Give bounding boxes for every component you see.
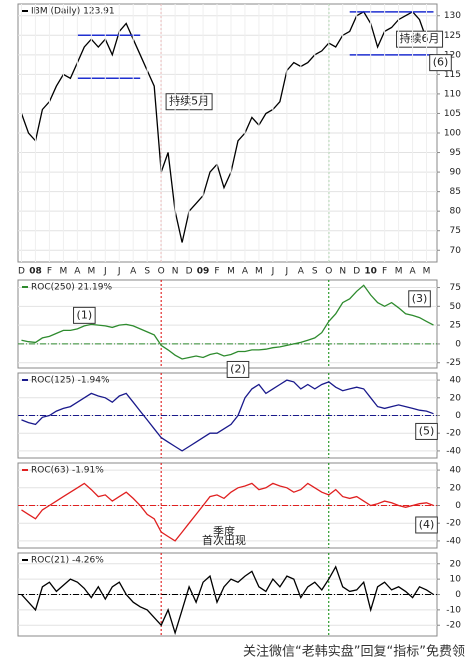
panel-title: IBM (Daily) 123.91: [31, 7, 115, 17]
panel-title: ROC(250) 21.19%: [31, 283, 112, 293]
annotation: (2): [230, 362, 246, 375]
y-tick-label: 130: [444, 11, 461, 21]
y-tick-label: 105: [444, 109, 461, 119]
y-tick-label: 0: [455, 501, 461, 511]
x-tick-label: J: [117, 267, 121, 277]
x-tick-label: M: [60, 267, 68, 277]
y-tick-label: 20: [450, 559, 462, 569]
x-tick-label: J: [103, 267, 107, 277]
line-series: [21, 482, 434, 542]
x-tick-label: M: [423, 267, 431, 277]
y-tick-label: 0: [455, 339, 461, 349]
x-tick-label: 09: [197, 267, 210, 277]
y-tick-label: 10: [450, 575, 462, 585]
x-tick-label: J: [271, 267, 275, 277]
y-tick-label: 80: [450, 207, 462, 217]
x-tick-label: M: [227, 267, 235, 277]
y-tick-label: 75: [450, 283, 461, 293]
panel-frame: [17, 279, 438, 369]
y-tick-label: 40: [450, 466, 462, 476]
x-tick-label: M: [255, 267, 263, 277]
x-tick-label: A: [298, 267, 305, 277]
annotation: (6): [433, 56, 449, 69]
y-tick-label: 50: [450, 302, 462, 312]
x-tick-label: D: [353, 267, 360, 277]
line-series: [20, 10, 434, 243]
line-series: [21, 284, 434, 360]
x-tick-label: F: [214, 267, 219, 277]
x-tick-label: S: [144, 267, 150, 277]
y-tick-label: -40: [446, 446, 461, 456]
y-tick-label: 20: [450, 393, 462, 403]
footer: 关注微信“老韩实盘”回复“指标”免费领: [243, 644, 465, 660]
x-tick-label: A: [74, 267, 81, 277]
annotation-box: [415, 422, 438, 440]
annotation: 季度: [213, 524, 235, 538]
annotation: 首次出现: [202, 533, 246, 547]
x-tick-label: O: [158, 267, 165, 277]
x-tick-label: O: [325, 267, 332, 277]
y-tick-label: -20: [446, 429, 461, 439]
y-tick-label: 115: [444, 70, 461, 80]
x-tick-label: A: [409, 267, 416, 277]
annotation: (3): [412, 292, 428, 305]
y-tick-label: 75: [450, 226, 461, 236]
annotation: 持续6月: [400, 31, 440, 45]
annotation-box: [73, 306, 96, 324]
x-tick-label: F: [47, 267, 52, 277]
y-tick-label: -10: [446, 605, 461, 615]
annotation-box: [429, 54, 452, 72]
y-tick-label: 120: [444, 50, 461, 60]
y-tick-label: 90: [450, 168, 462, 178]
x-tick-label: M: [87, 267, 95, 277]
y-tick-label: 95: [450, 148, 461, 158]
y-tick-label: -40: [446, 536, 461, 546]
y-tick-label: 40: [450, 376, 462, 386]
annotation: (5): [419, 424, 435, 437]
x-tick-label: N: [172, 267, 179, 277]
y-tick-label: 85: [450, 187, 461, 197]
y-tick-label: 100: [444, 129, 461, 139]
annotation-box: [396, 30, 444, 48]
x-tick-label: M: [395, 267, 403, 277]
annotation-box: [408, 290, 431, 308]
annotation: (4): [419, 518, 435, 531]
y-tick-label: 125: [444, 31, 461, 41]
x-tick-label: S: [312, 267, 318, 277]
panel-title: ROC(125) -1.94%: [31, 376, 110, 386]
x-tick-label: N: [339, 267, 346, 277]
y-tick-label: -20: [446, 621, 461, 631]
x-tick-label: D: [18, 267, 25, 277]
x-tick-label: J: [285, 267, 289, 277]
y-tick-label: 25: [450, 321, 461, 331]
x-tick-label: F: [382, 267, 387, 277]
y-tick-label: 70: [450, 246, 462, 256]
y-tick-label: -25: [446, 358, 461, 368]
footer-bg: [150, 638, 473, 665]
panel-title: ROC(63) -1.91%: [31, 466, 104, 476]
x-tick-label: D: [186, 267, 193, 277]
y-tick-label: 110: [444, 89, 461, 99]
annotation-box: [226, 360, 250, 378]
x-tick-label: A: [130, 267, 137, 277]
line-series: [21, 379, 434, 452]
panel-title: ROC(21) -4.26%: [31, 556, 104, 566]
y-tick-label: -20: [446, 519, 461, 529]
y-tick-label: 0: [455, 590, 461, 600]
annotation-box: [415, 516, 438, 534]
annotation: (1): [77, 308, 93, 321]
y-tick-label: 20: [450, 483, 462, 493]
y-tick-label: 0: [455, 411, 461, 421]
line-series: [21, 565, 434, 636]
x-tick-label: A: [242, 267, 249, 277]
x-tick-label: 10: [364, 267, 377, 277]
x-tick-label: 08: [29, 267, 42, 277]
